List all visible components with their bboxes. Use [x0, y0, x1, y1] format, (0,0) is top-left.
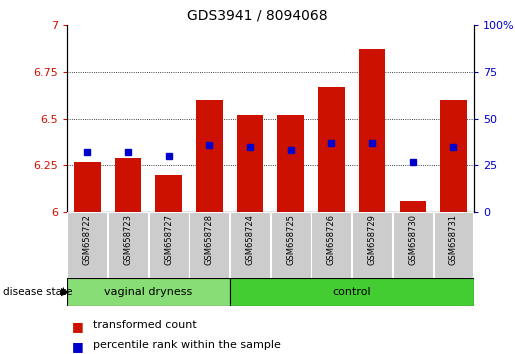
Bar: [434, 212, 473, 278]
Text: GSM658725: GSM658725: [286, 215, 295, 265]
Text: ■: ■: [72, 340, 84, 353]
Text: GSM658728: GSM658728: [205, 215, 214, 266]
Bar: [156, 175, 182, 212]
Text: percentile rank within the sample: percentile rank within the sample: [93, 340, 281, 350]
Bar: [190, 212, 229, 278]
Text: vaginal dryness: vaginal dryness: [104, 287, 193, 297]
Text: GSM658731: GSM658731: [449, 215, 458, 266]
Bar: [400, 201, 426, 212]
Text: GSM658724: GSM658724: [246, 215, 254, 265]
Text: control: control: [333, 287, 371, 297]
Text: GDS3941 / 8094068: GDS3941 / 8094068: [187, 9, 328, 23]
Bar: [359, 49, 385, 212]
Text: GSM658723: GSM658723: [124, 215, 132, 266]
Bar: [230, 212, 270, 278]
Bar: [352, 212, 392, 278]
Bar: [278, 115, 304, 212]
Bar: [74, 162, 100, 212]
Bar: [318, 87, 345, 212]
Bar: [67, 278, 230, 306]
Text: GSM658722: GSM658722: [83, 215, 92, 265]
Text: transformed count: transformed count: [93, 320, 196, 330]
Text: GSM658729: GSM658729: [368, 215, 376, 265]
Text: GSM658730: GSM658730: [408, 215, 417, 266]
Text: disease state: disease state: [3, 287, 72, 297]
Bar: [108, 212, 148, 278]
Bar: [393, 212, 433, 278]
Bar: [115, 158, 141, 212]
Bar: [271, 212, 311, 278]
Bar: [440, 100, 467, 212]
Bar: [230, 278, 474, 306]
Bar: [312, 212, 351, 278]
Text: ▶: ▶: [61, 287, 70, 297]
Bar: [237, 115, 263, 212]
Bar: [149, 212, 188, 278]
Bar: [67, 212, 107, 278]
Text: GSM658727: GSM658727: [164, 215, 173, 266]
Text: ■: ■: [72, 320, 84, 333]
Bar: [196, 100, 222, 212]
Text: GSM658726: GSM658726: [327, 215, 336, 266]
